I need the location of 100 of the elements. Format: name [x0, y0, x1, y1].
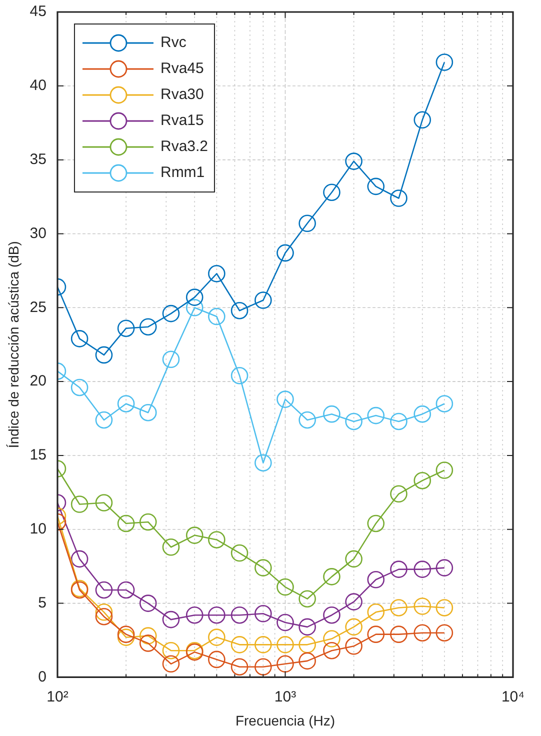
point — [323, 606, 340, 624]
point — [162, 304, 180, 322]
point — [162, 655, 180, 673]
point — [323, 405, 340, 423]
point — [117, 514, 135, 532]
point — [345, 593, 362, 610]
point — [298, 590, 316, 608]
point — [367, 626, 385, 643]
point — [95, 581, 113, 599]
point — [117, 395, 135, 412]
point — [414, 405, 432, 423]
point — [117, 628, 135, 646]
point — [390, 626, 408, 643]
point — [208, 264, 226, 282]
y-tick-label: 30 — [30, 224, 46, 242]
point — [323, 630, 340, 648]
point — [414, 472, 432, 490]
point — [276, 578, 294, 596]
point — [414, 598, 432, 615]
point — [345, 638, 362, 655]
point — [345, 618, 362, 636]
y-tick-label: 20 — [30, 372, 46, 390]
point — [70, 330, 88, 348]
point — [298, 214, 316, 232]
point — [139, 594, 157, 612]
point — [323, 642, 340, 660]
y-tick-label: 35 — [30, 150, 46, 168]
point — [95, 494, 113, 512]
y-tick-label: 0 — [38, 668, 46, 686]
point — [95, 604, 113, 621]
y-tick-label: 10 — [30, 520, 46, 538]
legend-label: Rva3.2 — [160, 138, 208, 156]
point — [367, 406, 385, 424]
point — [162, 350, 180, 368]
point — [390, 412, 408, 430]
point — [162, 642, 180, 660]
point — [230, 302, 248, 320]
point — [254, 658, 272, 676]
x-tick-label: 10² — [46, 688, 68, 706]
point — [298, 652, 316, 670]
point — [436, 624, 454, 642]
x-tick-label: 10³ — [274, 688, 296, 706]
point — [276, 614, 294, 632]
point — [117, 320, 135, 337]
point — [414, 560, 432, 578]
point — [345, 550, 362, 568]
point — [323, 184, 340, 201]
point — [390, 560, 408, 578]
legend-label: Rmm1 — [160, 164, 205, 182]
point — [95, 608, 113, 626]
x-tick-label: 10⁴ — [501, 688, 525, 706]
legend-label: Rva30 — [160, 86, 204, 104]
point — [117, 626, 135, 643]
point — [139, 627, 157, 644]
point — [70, 550, 88, 568]
point — [208, 606, 226, 624]
point — [230, 366, 248, 384]
point — [345, 412, 362, 430]
y-tick-label: 40 — [30, 77, 46, 94]
point — [162, 610, 180, 628]
point — [367, 178, 385, 196]
point — [139, 404, 157, 422]
point — [276, 244, 294, 262]
point — [390, 190, 408, 207]
point — [254, 636, 272, 654]
point — [390, 599, 408, 616]
point — [436, 599, 454, 616]
point — [139, 634, 157, 652]
point — [230, 636, 248, 654]
point — [70, 378, 88, 396]
point — [298, 618, 316, 636]
point — [254, 604, 272, 622]
point — [367, 604, 385, 621]
point — [436, 54, 454, 71]
point — [186, 606, 204, 624]
point — [436, 559, 454, 576]
point — [162, 538, 180, 556]
point — [186, 288, 204, 306]
point — [186, 526, 204, 544]
point — [230, 658, 248, 676]
point — [139, 318, 157, 336]
point — [230, 606, 248, 624]
point — [298, 411, 316, 429]
point — [367, 570, 385, 588]
point — [414, 624, 432, 642]
point — [254, 559, 272, 576]
y-tick-label: 25 — [30, 298, 46, 316]
point — [208, 308, 226, 326]
point — [276, 390, 294, 408]
point — [208, 531, 226, 548]
point — [436, 462, 454, 479]
point — [230, 544, 248, 562]
point — [70, 496, 88, 513]
point — [276, 636, 294, 654]
y-tick-label: 15 — [30, 446, 46, 464]
y-tick-label: 5 — [38, 594, 46, 612]
point — [186, 298, 204, 316]
point — [95, 346, 113, 364]
point — [276, 655, 294, 673]
legend-label: Rvc — [160, 34, 187, 52]
